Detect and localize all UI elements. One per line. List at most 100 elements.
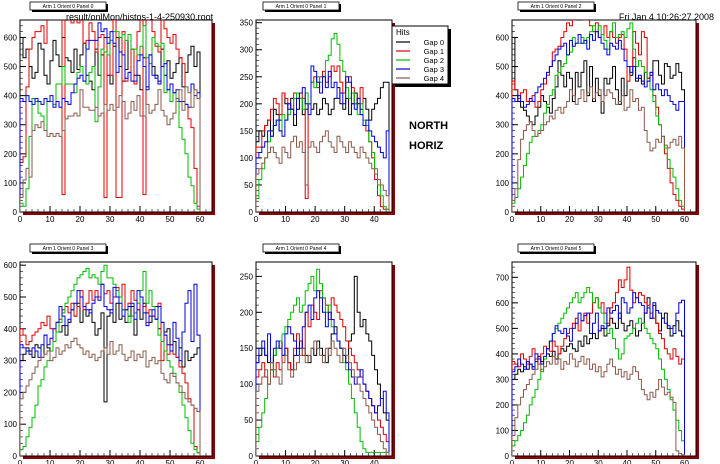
- plot-frame: [511, 19, 697, 213]
- y-tick-label: 100: [4, 420, 18, 429]
- series-gap-2: [512, 287, 685, 456]
- y-tick-label: 0: [249, 208, 254, 217]
- panel-title: Arm 1 Orient 0 Panel 2: [531, 4, 582, 10]
- y-tick-label: 300: [4, 357, 18, 366]
- y-tick-label: 300: [496, 375, 510, 384]
- x-tick-label: 60: [680, 215, 689, 224]
- y-tick-label: 250: [240, 73, 254, 82]
- y-tick-label: 0: [249, 452, 254, 461]
- y-tick-label: 200: [240, 308, 254, 317]
- title-box: [29, 1, 107, 11]
- x-tick-label: 50: [651, 215, 660, 224]
- x-tick-label: 0: [254, 215, 259, 224]
- y-tick-label: 100: [240, 380, 254, 389]
- x-tick-label: 40: [136, 215, 145, 224]
- legend-title: Hits: [396, 28, 410, 37]
- y-tick-label: 0: [505, 208, 510, 217]
- y-tick-label: 500: [496, 324, 510, 333]
- x-tick-label: 10: [46, 459, 55, 464]
- y-tick-label: 500: [4, 63, 18, 72]
- series-gap-4: [512, 86, 685, 212]
- series-gap-4: [256, 340, 390, 456]
- y-tick-label: 150: [240, 127, 254, 136]
- file-name-label: result/onlMon/histos-1-4-250930.root: [66, 12, 214, 22]
- y-tick-label: 50: [244, 181, 253, 190]
- y-tick-label: 600: [496, 33, 510, 42]
- y-tick-label: 200: [240, 100, 254, 109]
- x-tick-label: 60: [196, 459, 205, 464]
- y-tick-label: 500: [496, 63, 510, 72]
- series-gap-1: [20, 20, 201, 212]
- y-tick-label: 350: [240, 19, 254, 28]
- x-tick-label: 10: [281, 215, 290, 224]
- y-tick-label: 100: [4, 179, 18, 188]
- series-gap-4: [20, 337, 201, 456]
- panel-title: Arm 1 Orient 0 Panel 4: [276, 246, 327, 252]
- y-tick-label: 400: [4, 325, 18, 334]
- panel-title: Arm 1 Orient 0 Panel 0: [43, 4, 94, 10]
- x-tick-label: 40: [623, 459, 632, 464]
- x-tick-label: 40: [136, 459, 145, 464]
- y-tick-label: 600: [4, 33, 18, 42]
- series-gap-3: [20, 22, 201, 212]
- series-gap-3: [512, 31, 685, 212]
- x-tick-label: 10: [536, 459, 545, 464]
- x-tick-label: 50: [166, 215, 175, 224]
- legend-entry: Gap 2: [424, 56, 444, 65]
- x-tick-label: 20: [76, 459, 85, 464]
- y-tick-label: 400: [4, 92, 18, 101]
- x-tick-label: 50: [166, 459, 175, 464]
- y-tick-label: 100: [496, 179, 510, 188]
- x-tick-label: 40: [623, 215, 632, 224]
- y-tick-label: 100: [240, 154, 254, 163]
- detector-arm-label: NORTH: [409, 120, 449, 132]
- y-tick-label: 400: [496, 350, 510, 359]
- y-tick-label: 600: [4, 261, 18, 270]
- title-box: [517, 243, 595, 253]
- orientation-label: HORIZ: [409, 140, 444, 152]
- x-tick-label: 60: [196, 215, 205, 224]
- series-gap-3: [256, 290, 390, 456]
- title-box: [29, 243, 107, 253]
- legend-entry: Gap 4: [424, 74, 444, 83]
- legend-entry: Gap 0: [424, 38, 444, 47]
- panel-title: Arm 1 Orient 0 Panel 1: [276, 4, 327, 10]
- title-box: [517, 1, 595, 11]
- x-tick-label: 30: [106, 459, 115, 464]
- y-tick-label: 100: [496, 426, 510, 435]
- series-gap-4: [20, 86, 201, 212]
- y-tick-label: 0: [13, 208, 18, 217]
- y-tick-label: 250: [240, 272, 254, 281]
- series-gap-3: [512, 292, 685, 456]
- legend-entry: Gap 3: [424, 65, 444, 74]
- y-tick-label: 200: [4, 388, 18, 397]
- x-tick-label: 10: [46, 215, 55, 224]
- series-gap-3: [256, 65, 390, 212]
- y-tick-label: 200: [496, 401, 510, 410]
- x-tick-label: 30: [340, 215, 349, 224]
- y-tick-label: 300: [4, 121, 18, 130]
- title-box: [262, 243, 340, 253]
- histogram-panel-4: 0 10 20 30 40 0 50 100 150 200 250 Arm 1 Orient 0 P…: [240, 243, 395, 464]
- timestamp-label: Fri Jan 4 10:26:27 2008: [618, 12, 714, 22]
- y-tick-label: 400: [496, 92, 510, 101]
- x-tick-label: 0: [18, 459, 23, 464]
- x-tick-label: 10: [536, 215, 545, 224]
- series-gap-2: [512, 22, 685, 212]
- x-tick-label: 0: [510, 459, 515, 464]
- series-gap-4: [512, 353, 685, 456]
- legend-entry: Gap 1: [424, 47, 444, 56]
- x-tick-label: 30: [594, 215, 603, 224]
- x-tick-label: 10: [281, 459, 290, 464]
- x-tick-label: 20: [311, 459, 320, 464]
- plot-frame: [511, 261, 697, 457]
- x-tick-label: 0: [254, 459, 259, 464]
- x-tick-label: 30: [340, 459, 349, 464]
- y-tick-label: 700: [496, 273, 510, 282]
- x-tick-label: 20: [311, 215, 320, 224]
- series-gap-2: [256, 268, 390, 456]
